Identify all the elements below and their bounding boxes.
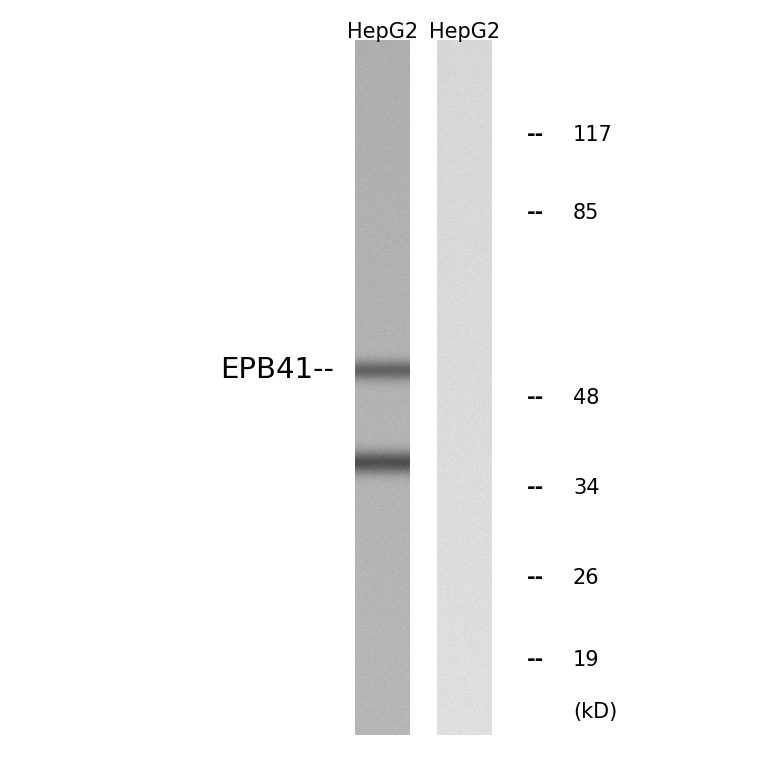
Text: --: -- (527, 568, 544, 588)
Text: --: -- (527, 650, 544, 670)
Text: --: -- (527, 203, 544, 223)
Text: 34: 34 (573, 478, 600, 498)
Text: 26: 26 (573, 568, 600, 588)
Text: HepG2: HepG2 (348, 22, 419, 42)
Text: 117: 117 (573, 125, 613, 145)
Text: 48: 48 (573, 388, 600, 408)
Text: HepG2: HepG2 (429, 22, 500, 42)
Text: --: -- (527, 478, 544, 498)
Text: 19: 19 (573, 650, 600, 670)
Text: 85: 85 (573, 203, 600, 223)
Text: --: -- (527, 125, 544, 145)
Text: --: -- (527, 388, 544, 408)
Text: (kD): (kD) (573, 702, 617, 722)
Text: EPB41--: EPB41-- (220, 356, 334, 384)
